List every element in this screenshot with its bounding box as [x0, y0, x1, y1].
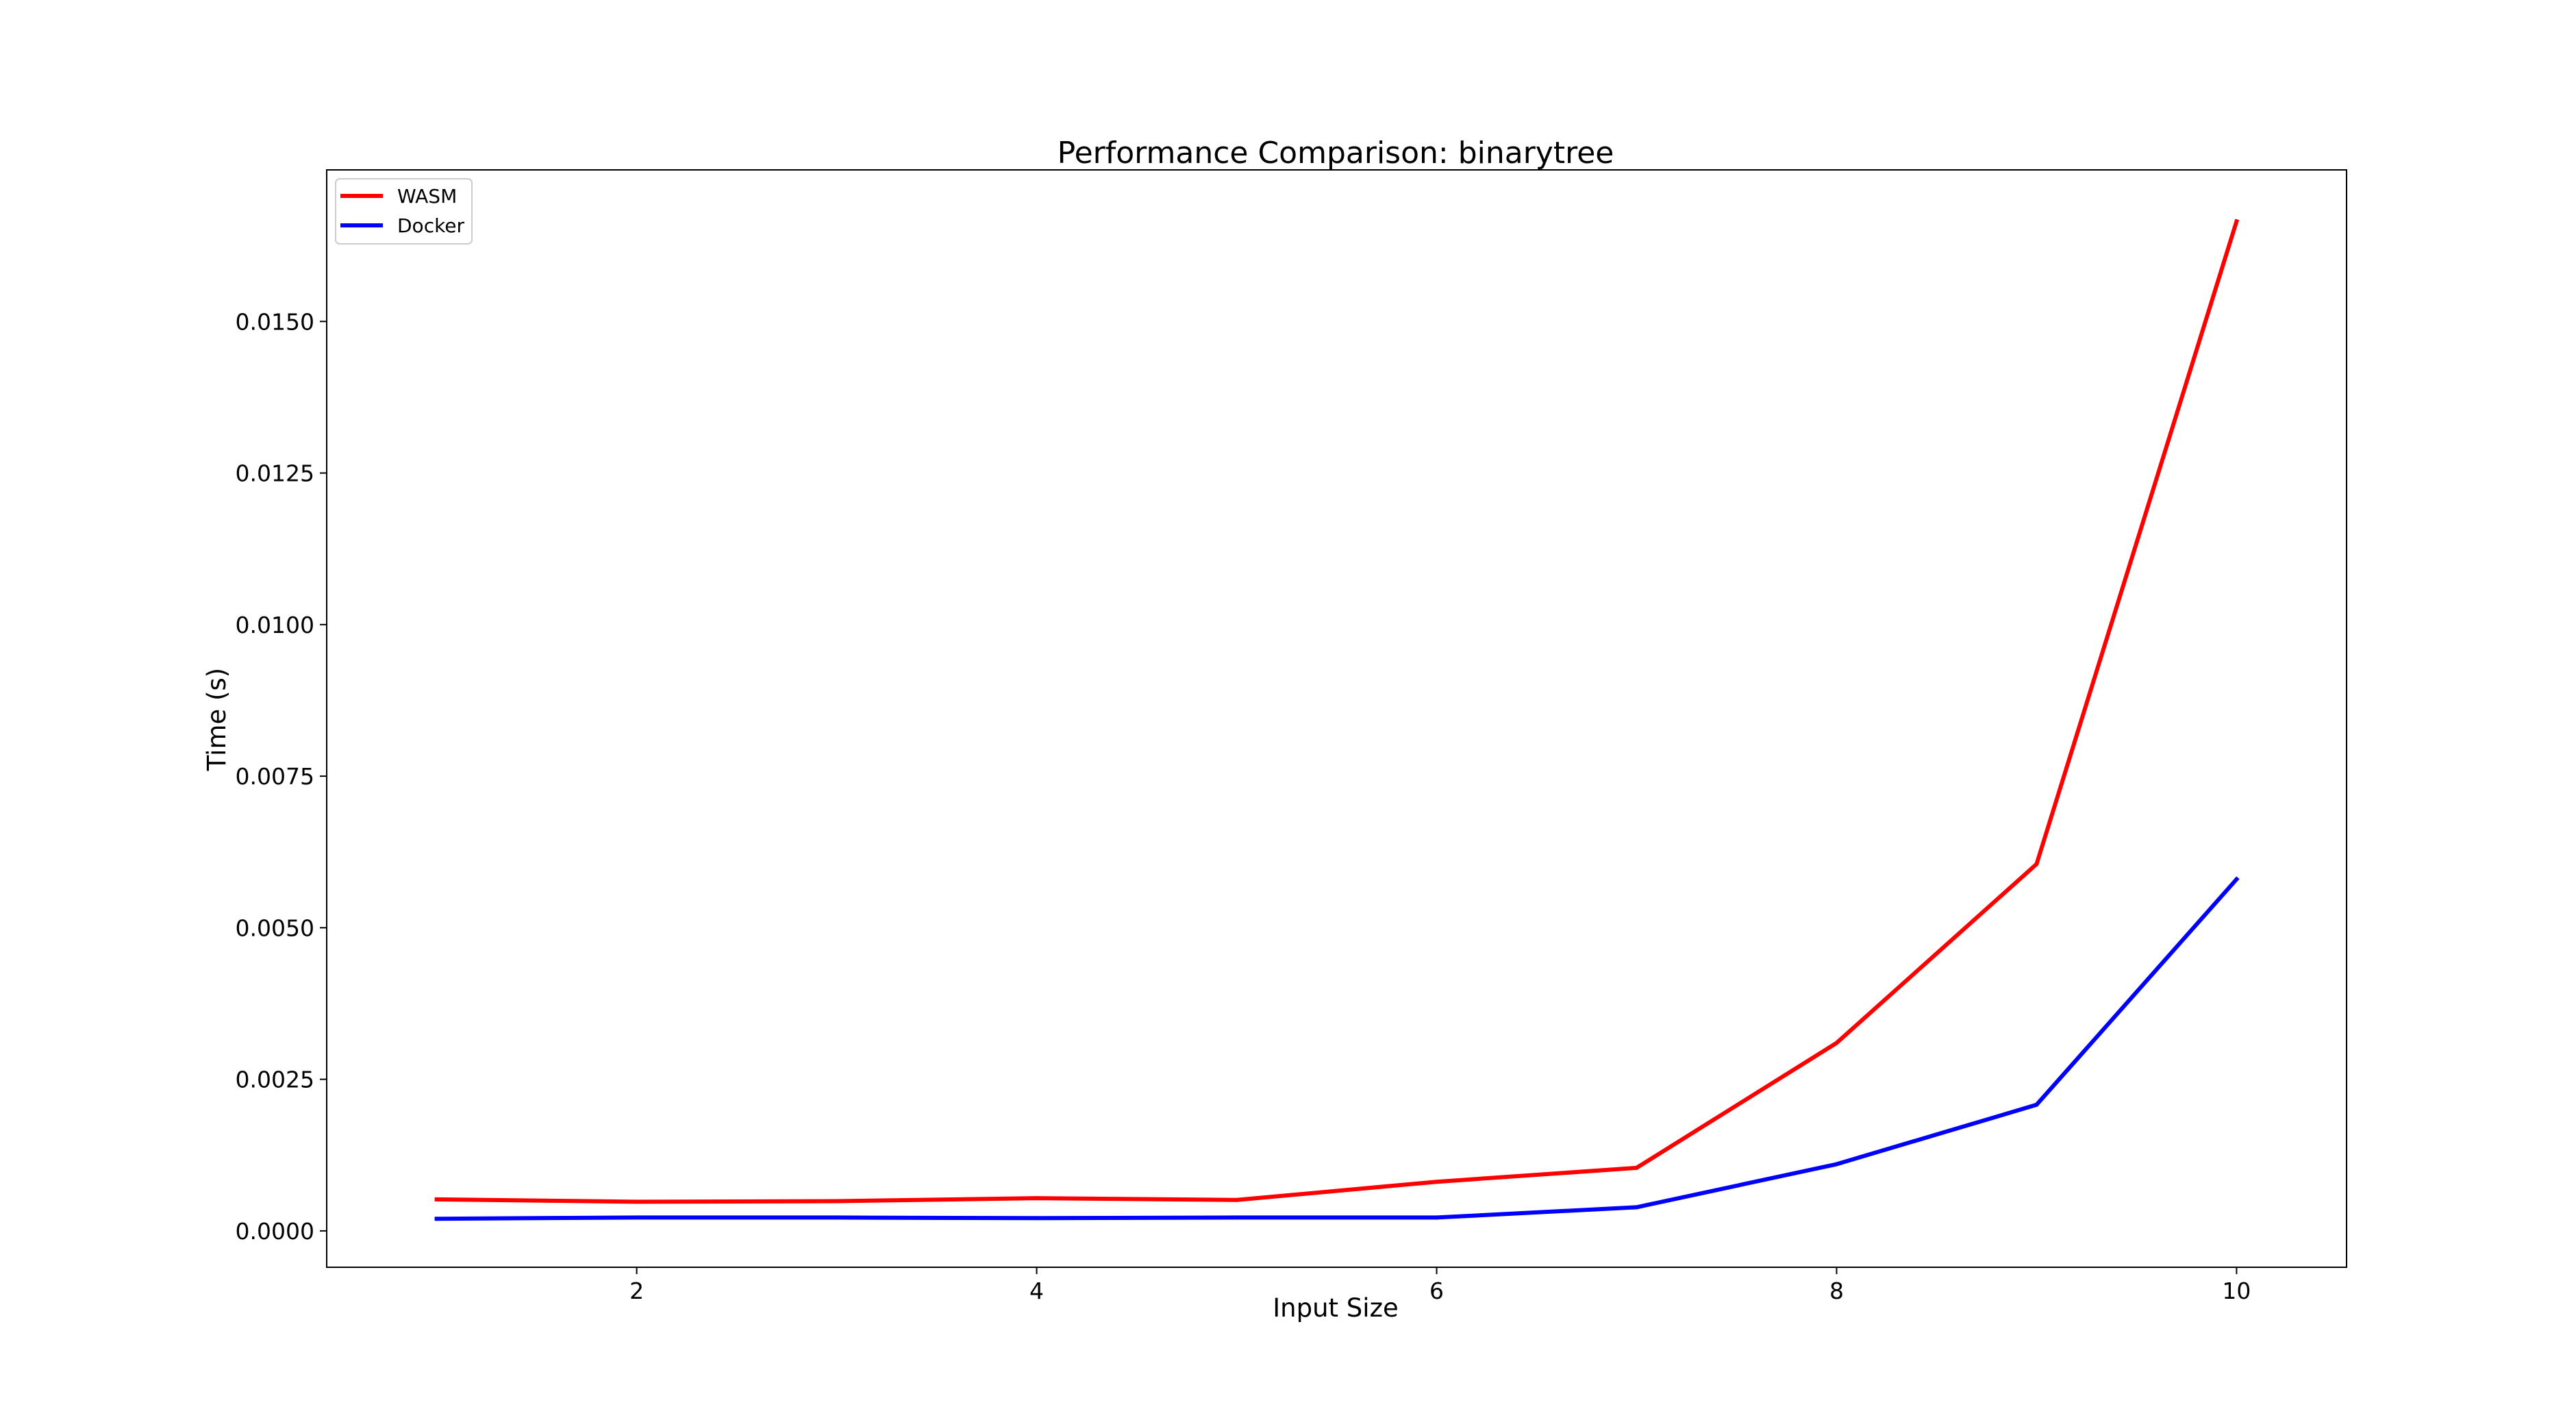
data-point-docker-10 — [2234, 877, 2239, 882]
data-point-wasm-1 — [434, 1197, 439, 1201]
x-tick-label: 10 — [2222, 1278, 2251, 1304]
data-point-wasm-6 — [1434, 1180, 1439, 1184]
data-point-docker-2 — [634, 1215, 639, 1220]
plot-area-frame — [326, 169, 2347, 1268]
y-tick-label: 0.0150 — [236, 308, 314, 335]
y-tick-label: 0.0075 — [236, 763, 314, 790]
x-tick-label: 6 — [1429, 1278, 1444, 1304]
data-point-wasm-9 — [2034, 862, 2039, 867]
data-point-wasm-10 — [2234, 219, 2239, 224]
series-line-docker — [434, 876, 2240, 1221]
data-point-docker-5 — [1234, 1215, 1239, 1220]
x-axis-label: Input Size — [1273, 1293, 1399, 1323]
legend-label-wasm: WASM — [397, 185, 457, 208]
data-point-docker-3 — [834, 1215, 839, 1220]
data-point-wasm-5 — [1234, 1197, 1239, 1202]
data-point-docker-1 — [434, 1217, 439, 1221]
data-point-wasm-4 — [1034, 1196, 1039, 1201]
x-tick-label: 8 — [1829, 1278, 1844, 1304]
y-tick-label: 0.0025 — [236, 1067, 314, 1093]
y-axis-label: Time (s) — [202, 668, 232, 771]
y-tick-label: 0.0125 — [236, 460, 314, 487]
y-tick-label: 0.0100 — [236, 612, 314, 638]
series-layer — [434, 219, 2240, 1221]
y-tick-label: 0.0000 — [236, 1218, 314, 1245]
x-tick-label: 4 — [1029, 1278, 1044, 1304]
data-point-docker-8 — [1834, 1162, 1839, 1167]
y-axis-ticks: 0.0000 0.0025 0.0050 0.0075 0.0100 0.0125 0.01… — [236, 308, 327, 1245]
data-point-docker-6 — [1434, 1215, 1439, 1220]
data-point-docker-9 — [2034, 1102, 2039, 1107]
x-axis-ticks: 2 4 6 8 10 — [629, 1267, 2251, 1304]
data-point-docker-7 — [1634, 1205, 1639, 1210]
legend: WASM Docker — [335, 178, 473, 245]
data-point-docker-4 — [1034, 1216, 1039, 1221]
x-tick-label: 2 — [629, 1278, 644, 1304]
data-point-wasm-8 — [1834, 1041, 1839, 1045]
series-line-wasm — [434, 219, 2240, 1204]
data-point-wasm-2 — [634, 1199, 639, 1204]
y-tick-label: 0.0050 — [236, 914, 314, 941]
chart-title: Performance Comparison: binarytree — [1058, 136, 1614, 171]
legend-label-docker: Docker — [397, 214, 465, 237]
data-point-wasm-7 — [1634, 1165, 1639, 1170]
data-point-wasm-3 — [834, 1199, 839, 1204]
